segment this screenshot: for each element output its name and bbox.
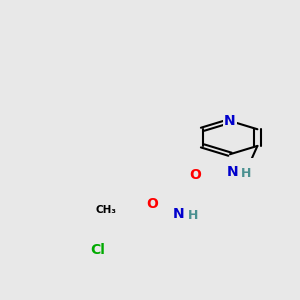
Text: CH₃: CH₃: [95, 205, 116, 215]
Text: N: N: [226, 165, 238, 179]
Text: H: H: [188, 209, 198, 222]
Text: O: O: [146, 197, 158, 211]
Text: O: O: [189, 168, 201, 182]
Text: N: N: [224, 114, 236, 128]
Text: Cl: Cl: [90, 243, 105, 257]
Text: H: H: [241, 167, 252, 180]
Text: N: N: [173, 207, 184, 221]
